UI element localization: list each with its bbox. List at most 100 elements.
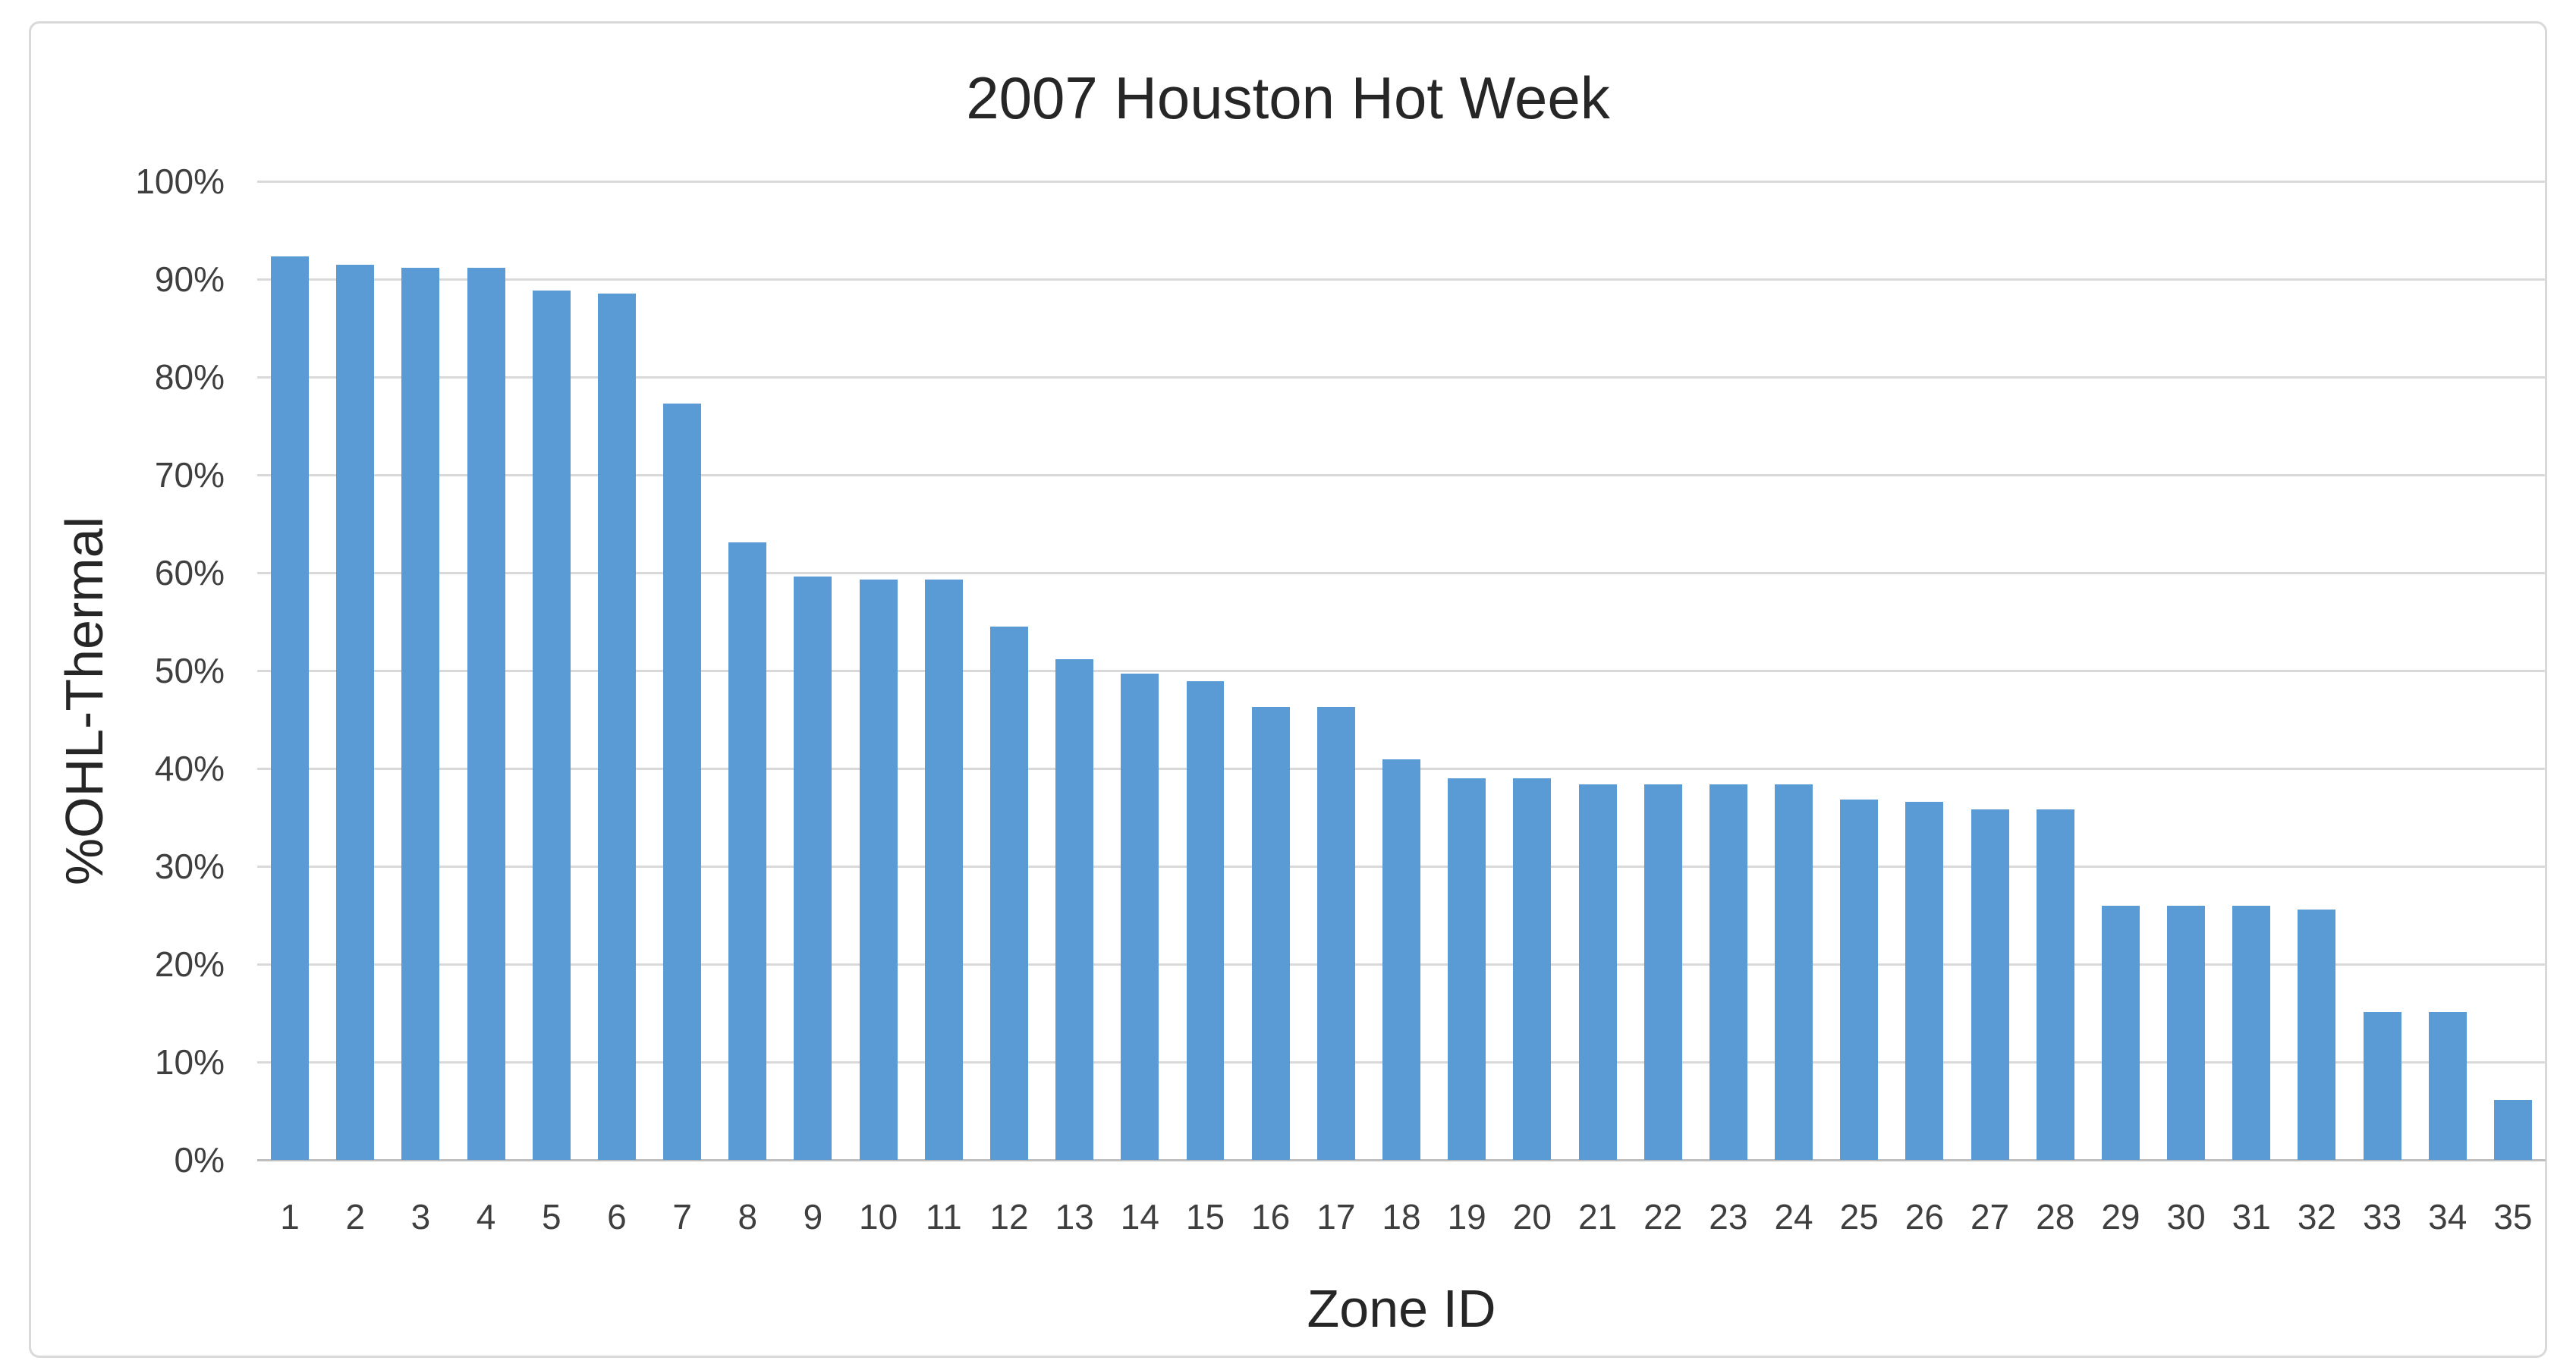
x-tick-label-7: 7 — [672, 1197, 692, 1236]
x-tick-label-12: 12 — [989, 1197, 1029, 1236]
x-tick-label-1: 1 — [280, 1197, 300, 1236]
bar-slot — [2480, 181, 2546, 1160]
bar-slot — [1761, 181, 1826, 1160]
gridline-50% — [257, 670, 2546, 672]
bar-slot — [1957, 181, 2022, 1160]
y-axis-tick-labels: 0% 10% 20% 30% 40% 50% 60% 70% 80% 90% 100% — [31, 162, 225, 1180]
x-tick-label-20: 20 — [1512, 1197, 1552, 1236]
y-tick-label: 60% — [154, 553, 225, 592]
bar-slot — [1369, 181, 1434, 1160]
bar-slot — [2415, 181, 2480, 1160]
x-tick-label-22: 22 — [1643, 1197, 1683, 1236]
y-tick-label: 100% — [135, 162, 225, 201]
x-tick-label-29: 29 — [2101, 1197, 2140, 1236]
bar-zone-6 — [597, 294, 636, 1160]
x-tick-label-14: 14 — [1120, 1197, 1159, 1236]
bar-zone-35 — [2493, 1100, 2532, 1160]
y-tick-label: 90% — [154, 259, 225, 299]
bar-slot — [2088, 181, 2153, 1160]
bar-slot — [715, 181, 780, 1160]
x-tick-label-3: 3 — [410, 1197, 431, 1236]
bar-zone-26 — [1905, 801, 1944, 1160]
bar-zone-4 — [467, 267, 505, 1160]
x-tick-label-33: 33 — [2363, 1197, 2402, 1236]
chart-frame: 2007 Houston Hot Week %OHL-Thermal 0% 10%… — [29, 21, 2547, 1358]
bar-slot — [388, 181, 453, 1160]
y-tick-label: 80% — [154, 357, 225, 397]
y-tick-label: 20% — [154, 944, 225, 984]
x-tick-label-30: 30 — [2166, 1197, 2206, 1236]
y-tick-label: 30% — [154, 847, 225, 886]
bar-zone-32 — [2298, 909, 2336, 1160]
bar-slot — [977, 181, 1042, 1160]
bar-zone-24 — [1775, 784, 1813, 1160]
bar-slot — [1826, 181, 1892, 1160]
x-tick-label-18: 18 — [1382, 1197, 1421, 1236]
y-tick-label: 70% — [154, 455, 225, 495]
x-tick-label-6: 6 — [607, 1197, 627, 1236]
bar-slot — [1696, 181, 1761, 1160]
bar-zone-8 — [728, 542, 767, 1160]
bar-slot — [1434, 181, 1499, 1160]
bar-slot — [911, 181, 977, 1160]
bar-zone-21 — [1578, 784, 1617, 1160]
y-tick-label: 50% — [154, 651, 225, 690]
bar-slot — [1631, 181, 1696, 1160]
bar-slot — [1565, 181, 1630, 1160]
bar-slot — [322, 181, 388, 1160]
x-tick-label-32: 32 — [2297, 1197, 2336, 1236]
bar-zone-17 — [1316, 706, 1355, 1160]
bar-zone-7 — [663, 403, 702, 1160]
bar-zone-10 — [859, 580, 898, 1160]
gridline-70% — [257, 474, 2546, 476]
x-tick-label-2: 2 — [345, 1197, 366, 1236]
x-tick-label-23: 23 — [1709, 1197, 1748, 1236]
bar-slot — [1304, 181, 1369, 1160]
x-tick-label-10: 10 — [859, 1197, 898, 1236]
x-axis-title: Zone ID — [1307, 1279, 1496, 1338]
x-tick-label-35: 35 — [2493, 1197, 2533, 1236]
bar-zone-34 — [2428, 1012, 2467, 1160]
bar-zone-29 — [2101, 905, 2140, 1160]
bar-slot — [2023, 181, 2088, 1160]
y-tick-label: 10% — [154, 1042, 225, 1082]
bar-slot — [2350, 181, 2415, 1160]
bar-zone-9 — [794, 577, 832, 1160]
bar-zone-30 — [2167, 905, 2206, 1160]
bar-slot — [1042, 181, 1107, 1160]
bar-zone-18 — [1382, 759, 1420, 1160]
x-tick-label-17: 17 — [1316, 1197, 1356, 1236]
bar-zone-28 — [2036, 809, 2074, 1160]
gridline-100% — [257, 181, 2546, 183]
bar-slot — [650, 181, 715, 1160]
bar-zone-11 — [924, 580, 963, 1160]
x-tick-label-21: 21 — [1577, 1197, 1618, 1236]
x-axis-tick-labels: 1 2 3 4 5 6 7 8 9 10 11 12 13 14 15 16 17 18 19 20 21 22 23 24 2… — [257, 1196, 2546, 1237]
x-tick-label-11: 11 — [925, 1197, 962, 1236]
x-tick-label-34: 34 — [2428, 1197, 2467, 1236]
x-tick-label-15: 15 — [1185, 1197, 1225, 1236]
bar-zone-20 — [1513, 778, 1552, 1160]
chart-title: 2007 Houston Hot Week — [966, 64, 1610, 131]
x-tick-label-8: 8 — [738, 1197, 758, 1236]
bar-zone-13 — [1055, 658, 1094, 1160]
bar-slot — [584, 181, 650, 1160]
bar-zone-1 — [271, 256, 310, 1160]
bar-zone-33 — [2363, 1012, 2401, 1160]
x-tick-label-28: 28 — [2036, 1197, 2075, 1236]
bar-zone-14 — [1121, 673, 1159, 1160]
bar-slot — [1499, 181, 1565, 1160]
y-tick-label: 0% — [174, 1140, 225, 1180]
bar-slot — [1107, 181, 1172, 1160]
x-tick-label-24: 24 — [1774, 1197, 1813, 1236]
bar-zone-5 — [532, 291, 571, 1160]
x-tick-label-19: 19 — [1447, 1197, 1486, 1236]
x-tick-label-25: 25 — [1839, 1197, 1879, 1236]
bar-zone-2 — [336, 264, 375, 1160]
bar-zone-19 — [1448, 778, 1486, 1160]
bar-zone-23 — [1709, 784, 1747, 1160]
bar-zone-3 — [401, 267, 440, 1160]
x-tick-label-16: 16 — [1251, 1197, 1291, 1236]
x-tick-label-4: 4 — [476, 1197, 496, 1236]
bar-zone-12 — [989, 626, 1028, 1160]
